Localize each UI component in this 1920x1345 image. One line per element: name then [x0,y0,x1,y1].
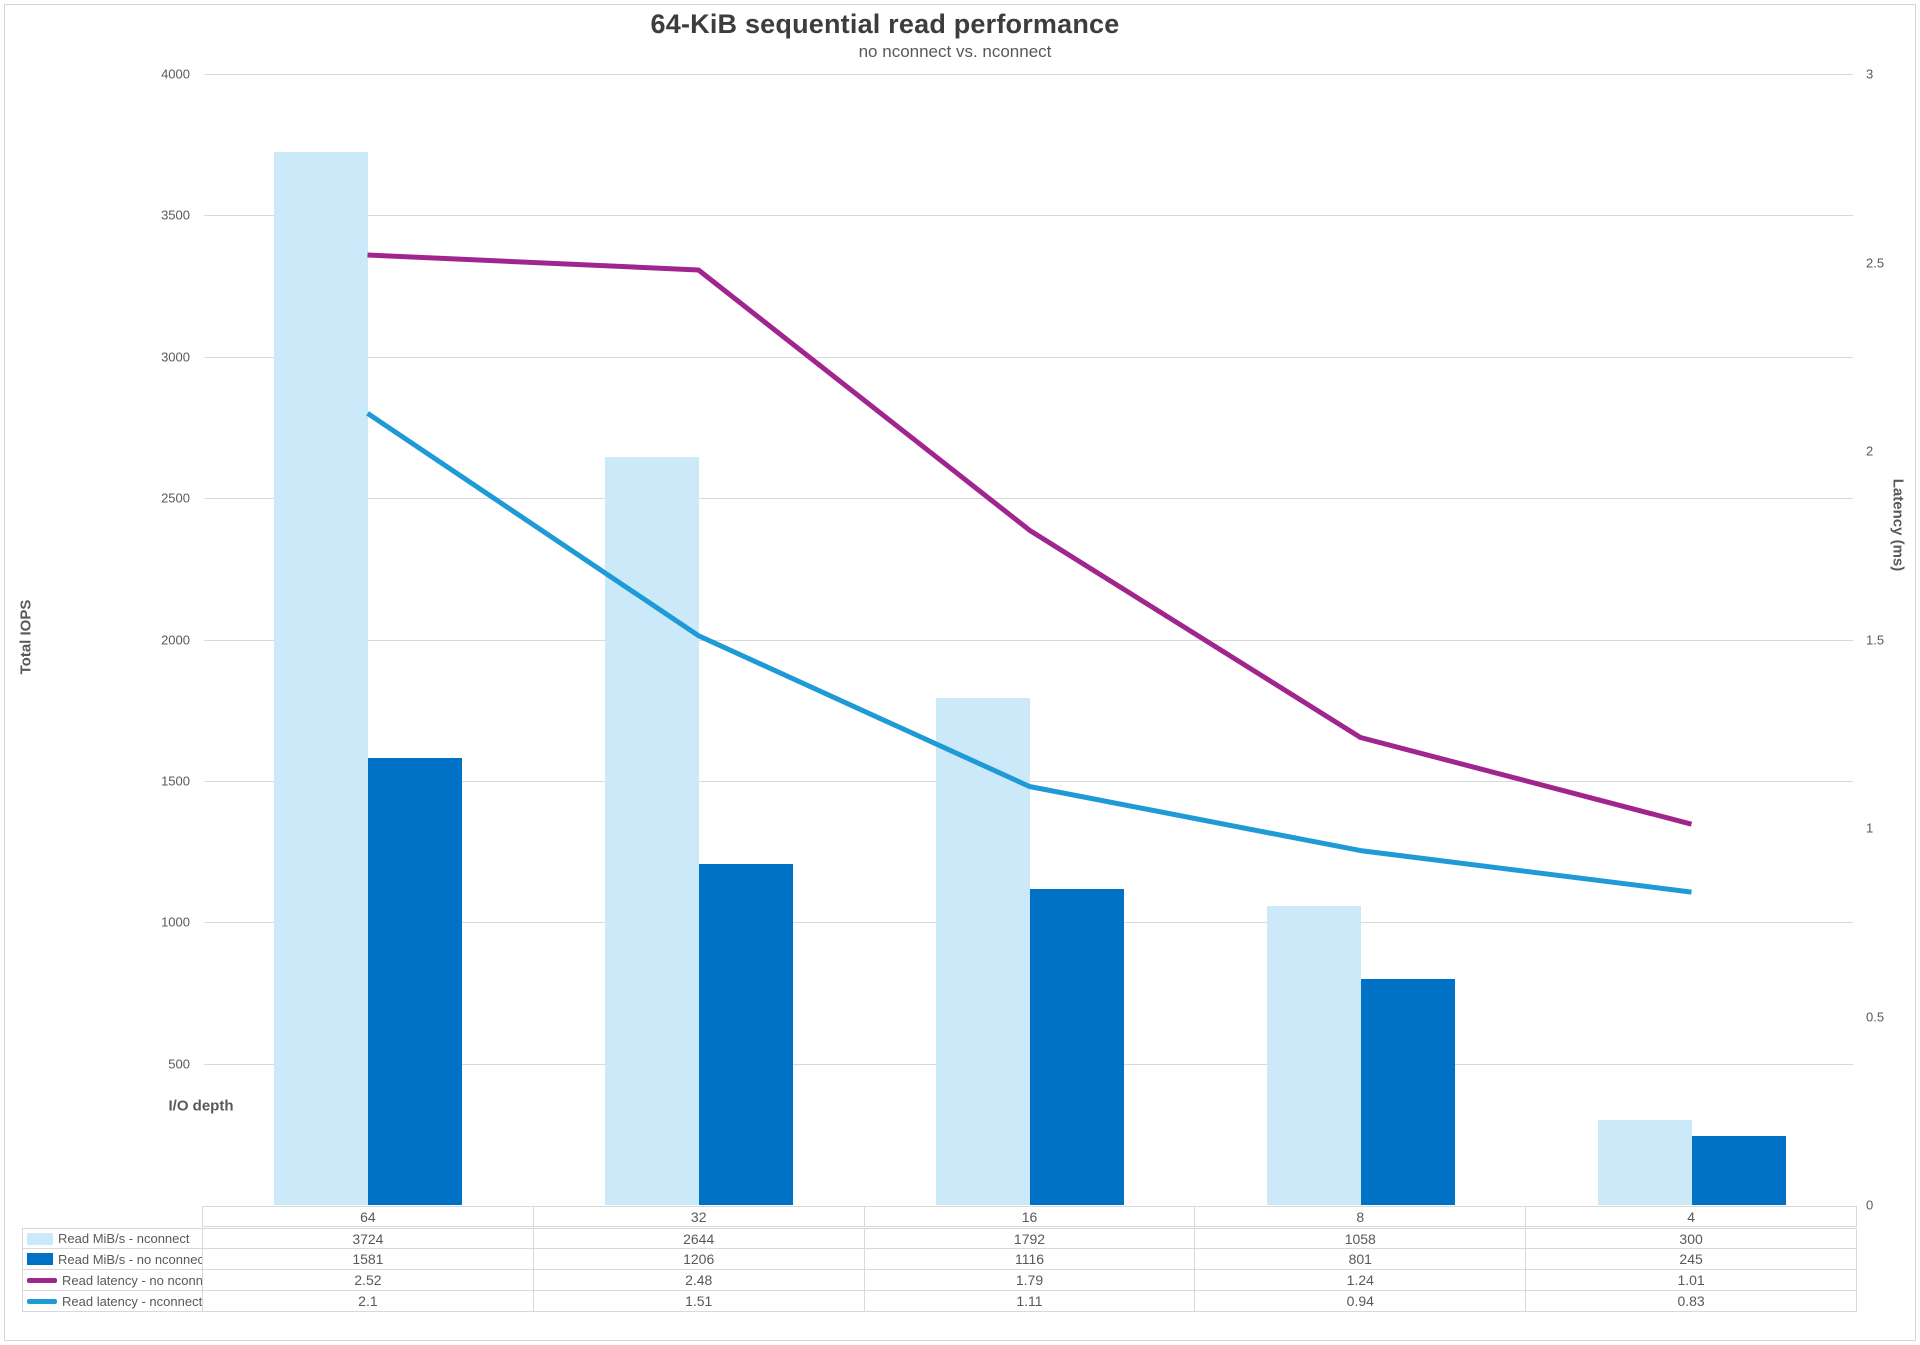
gridline-2500 [204,498,1853,499]
gridline-2000 [204,640,1853,641]
gridline-4000 [204,74,1853,75]
right-tick-3: 3 [1866,66,1874,82]
table-row-read-mib-s-no-nconnect: Read MiB/s - no nconnect 1581 1206 1116 801 2… [22,1249,1857,1270]
value-cell-read-latency-no-nconnect-16: 1.79 [865,1270,1196,1290]
category-header-8: 8 [1195,1207,1527,1226]
value-cell-read-latency-no-nconnect-4: 1.01 [1677,1272,1705,1288]
left-axis-title: Total IOPS [17,599,35,675]
value-cell-read-mib-s-nconnect-16: 1792 [865,1229,1196,1248]
table-row-read-mib-s-nconnect: Read MiB/s - nconnect 3724 2644 1792 1058 300 [22,1228,1857,1249]
bar-read-mib-s-no-nconnect-32 [699,864,793,1205]
right-tick-0: 0 [1866,1197,1874,1213]
value-cell-read-mib-s-no-nconnect-64: 1581 [203,1249,534,1269]
left-tick-2000: 2000 [161,632,190,648]
table-header-row: 64 32 16 8 4 [202,1206,1857,1227]
right-axis-title: Latency (ms) [1889,478,1907,572]
value-cell-read-mib-s-nconnect-4: 300 [1679,1230,1703,1247]
right-tick-2.5: 2.5 [1866,255,1885,271]
left-tick-1000: 1000 [161,914,190,930]
bar-read-mib-s-nconnect-32 [605,457,699,1205]
right-tick-1.5: 1.5 [1866,632,1885,648]
value-cell-read-mib-s-no-nconnect-32: 1206 [534,1249,865,1269]
bar-read-mib-s-nconnect-8 [1267,906,1361,1205]
right-tick-1: 1 [1866,820,1874,836]
table-row-read-latency-no-nconnect: Read latency - no nconnect2.522.481.791.… [22,1270,1857,1291]
table-row-read-latency-nconnect: Read latency - nconnect 2.1 1.51 1.11 0.94 0.… [22,1291,1857,1312]
bar-read-mib-s-no-nconnect-4 [1692,1136,1786,1205]
left-tick-4000: 4000 [161,66,190,82]
value-cell-read-latency-nconnect-32: 1.51 [534,1291,865,1311]
legend-line-swatch-read-latency-nconnect [27,1298,57,1304]
bar-read-mib-s-no-nconnect-8 [1361,979,1455,1205]
category-header-16: 16 [865,1207,1196,1226]
right-tick-2: 2 [1866,443,1874,459]
gridline-3500 [204,215,1853,216]
right-tick-0.5: 0.5 [1866,1009,1885,1025]
value-cell-read-mib-s-nconnect-8: 1058 [1195,1229,1527,1248]
legend-cell-read-latency-nconnect: Read latency - nconnect [23,1291,203,1311]
value-cell-read-latency-no-nconnect-8: 1.24 [1195,1270,1527,1290]
value-cell-read-latency-no-nconnect-64: 2.52 [203,1270,534,1290]
value-cell-read-latency-no-nconnect-32: 2.48 [534,1270,865,1290]
bar-read-mib-s-nconnect-64 [274,152,368,1205]
chart-title: 64-KiB sequential read performance [650,9,1120,39]
legend-label: Read latency - no nconnect [62,1272,203,1288]
value-cell-read-mib-s-no-nconnect-4: 245 [1679,1251,1703,1267]
value-cell-read-latency-nconnect-8: 0.94 [1195,1291,1527,1311]
bar-read-mib-s-nconnect-4 [1598,1120,1692,1205]
value-cell-read-latency-nconnect-16: 1.11 [865,1291,1196,1311]
legend-line-swatch-read-latency-no-nconnect [27,1277,57,1283]
left-tick-2500: 2500 [161,490,190,506]
left-tick-1500: 1500 [161,773,190,789]
legend-label: Read MiB/s - no nconnect [58,1251,203,1267]
value-cell-read-latency-nconnect-64: 2.1 [203,1291,534,1311]
value-cell-read-mib-s-no-nconnect-16: 1116 [865,1249,1196,1269]
legend-label: Read latency - nconnect [62,1293,203,1309]
legend-bar-swatch-read-mib-s-no-nconnect [27,1253,53,1265]
value-cell-read-mib-s-nconnect-64: 3724 [203,1229,534,1248]
legend-cell-read-latency-no-nconnect: Read latency - no nconnect [23,1270,203,1290]
value-cell-read-latency-nconnect-4: 0.83 [1677,1293,1705,1309]
bar-read-mib-s-no-nconnect-64 [368,758,462,1205]
left-tick-3000: 3000 [161,349,190,365]
value-cell-read-mib-s-no-nconnect-8: 801 [1195,1249,1527,1269]
legend-cell-read-mib-s-no-nconnect: Read MiB/s - no nconnect [23,1249,203,1269]
x-axis-title: I/O depth [168,1097,234,1115]
bar-read-mib-s-nconnect-16 [936,698,1030,1205]
category-header-4: 4 [1687,1208,1695,1225]
legend-cell-read-mib-s-nconnect: Read MiB/s - nconnect [23,1229,203,1248]
gridline-3000 [204,357,1853,358]
value-cell-read-mib-s-nconnect-32: 2644 [534,1229,865,1248]
bar-read-mib-s-no-nconnect-16 [1030,889,1124,1205]
left-tick-500: 500 [168,1056,190,1072]
chart-subtitle: no nconnect vs. nconnect [858,42,1052,61]
legend-label: Read MiB/s - nconnect [58,1231,190,1246]
legend-bar-swatch-read-mib-s-nconnect [27,1232,53,1245]
category-header-64: 64 [203,1207,534,1226]
left-tick-3500: 3500 [161,207,190,223]
category-header-32: 32 [534,1207,865,1226]
